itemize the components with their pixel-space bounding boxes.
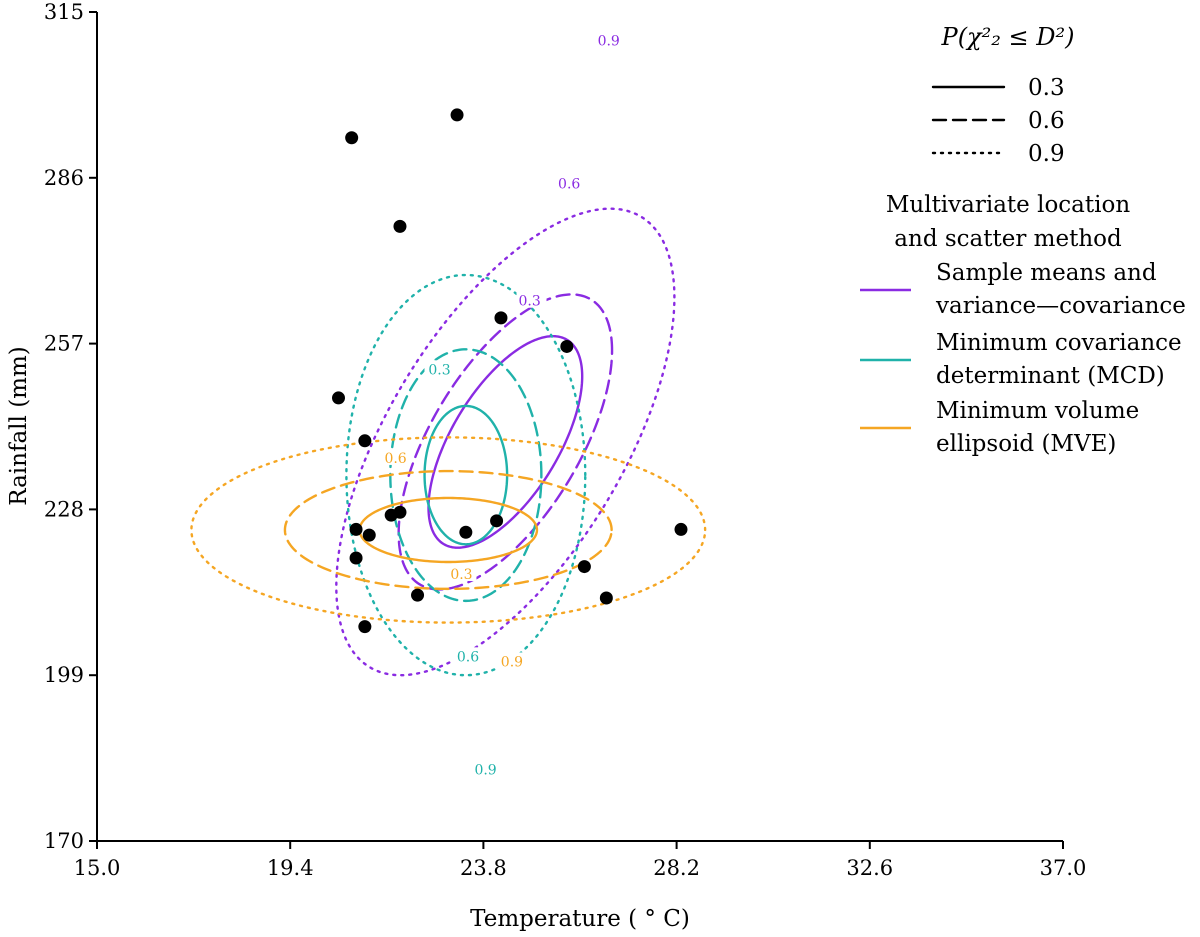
contour-label-bg — [446, 565, 477, 582]
legend-method-label: ellipsoid (MVE) — [936, 431, 1116, 457]
legend-level-label: 0.6 — [1028, 108, 1065, 134]
contour-label-layer: 0.3 0.6 0.9 0.3 0.6 0.9 0.3 0.6 0.9 — [380, 31, 626, 779]
x-tick-label: 19.4 — [267, 856, 314, 880]
contour-2-03 — [358, 496, 539, 564]
y-tick-label: 257 — [44, 332, 84, 356]
contour-label: 0.3 — [519, 294, 541, 310]
x-tick-label: 32.6 — [846, 856, 893, 880]
contour-label: 0.3 — [450, 567, 472, 583]
contour-label-bg — [516, 291, 547, 308]
contour-label: 0.3 — [428, 362, 450, 378]
legend-level-label: 0.3 — [1028, 75, 1065, 101]
y-tick-label: 286 — [44, 166, 84, 190]
contour-label-bg — [424, 360, 455, 377]
legend-method-title: Multivariate location — [886, 192, 1130, 218]
data-point — [393, 505, 407, 519]
data-point — [332, 391, 345, 405]
tick-layer: 15.0 19.4 23.8 28.2 32.6 37.0 170 199 228 257 286 3… — [44, 0, 1086, 880]
x-axis-label: Temperature ( ° C) — [470, 906, 690, 932]
contour-1-06 — [389, 348, 543, 603]
data-point — [349, 522, 363, 536]
x-tick-label: 15.0 — [74, 856, 121, 880]
data-point — [362, 528, 376, 542]
data-point — [459, 525, 473, 539]
y-tick-label: 228 — [44, 497, 84, 521]
contour-label: 0.9 — [598, 34, 620, 50]
contour-label: 0.6 — [457, 649, 479, 665]
data-point — [490, 514, 504, 528]
data-point — [358, 434, 372, 448]
data-point — [577, 560, 591, 574]
legend-method-label: Minimum covariance — [936, 330, 1182, 356]
contour-0-09 — [335, 207, 676, 677]
data-point — [349, 551, 363, 565]
y-tick-label: 315 — [44, 0, 84, 24]
contour-label: 0.6 — [384, 451, 406, 467]
contour-layer — [190, 207, 707, 677]
contour-label: 0.6 — [558, 177, 580, 193]
x-tick-label: 23.8 — [460, 856, 507, 880]
contour-2-06 — [283, 469, 613, 591]
x-tick-label: 37.0 — [1040, 856, 1087, 880]
y-axis-label: Rainfall (mm) — [6, 346, 32, 506]
contour-label: 0.9 — [474, 763, 496, 779]
data-point — [599, 591, 613, 605]
legend-level-label: 0.9 — [1028, 141, 1065, 167]
data-point — [560, 339, 574, 353]
contour-label-bg — [470, 760, 501, 777]
contour-label-bg — [453, 647, 484, 664]
contour-1-09 — [345, 273, 587, 677]
y-tick-label: 199 — [44, 663, 84, 687]
contour-1-03 — [423, 404, 509, 546]
data-point — [674, 522, 688, 536]
contour-label: 0.9 — [501, 654, 523, 670]
legend: P(χ²₂ ≤ D²) 0.3 0.6 0.9 Multivariate locatio… — [860, 23, 1186, 457]
axes — [96, 12, 1063, 842]
legend-level-title: P(χ²₂ ≤ D²) — [941, 23, 1075, 51]
x-tick-label: 28.2 — [653, 856, 700, 880]
contour-label-bg — [556, 174, 587, 191]
data-point — [345, 131, 359, 145]
legend-method-title: and scatter method — [894, 226, 1122, 252]
legend-method-label: Minimum volume — [936, 398, 1139, 424]
points-layer — [332, 108, 688, 634]
data-point — [411, 588, 425, 602]
contour-label-bg — [496, 652, 527, 669]
contour-2-09 — [190, 436, 707, 624]
legend-method-label: determinant (MCD) — [936, 363, 1165, 389]
legend-method-label: variance—covariance — [935, 293, 1186, 319]
contour-label-bg — [595, 31, 626, 48]
legend-method-label: Sample means and — [936, 260, 1157, 286]
data-point — [358, 620, 372, 634]
y-tick-label: 170 — [44, 829, 84, 853]
data-point — [494, 311, 508, 325]
data-point — [393, 219, 407, 233]
contour-label-bg — [380, 448, 411, 465]
data-point — [450, 108, 464, 122]
